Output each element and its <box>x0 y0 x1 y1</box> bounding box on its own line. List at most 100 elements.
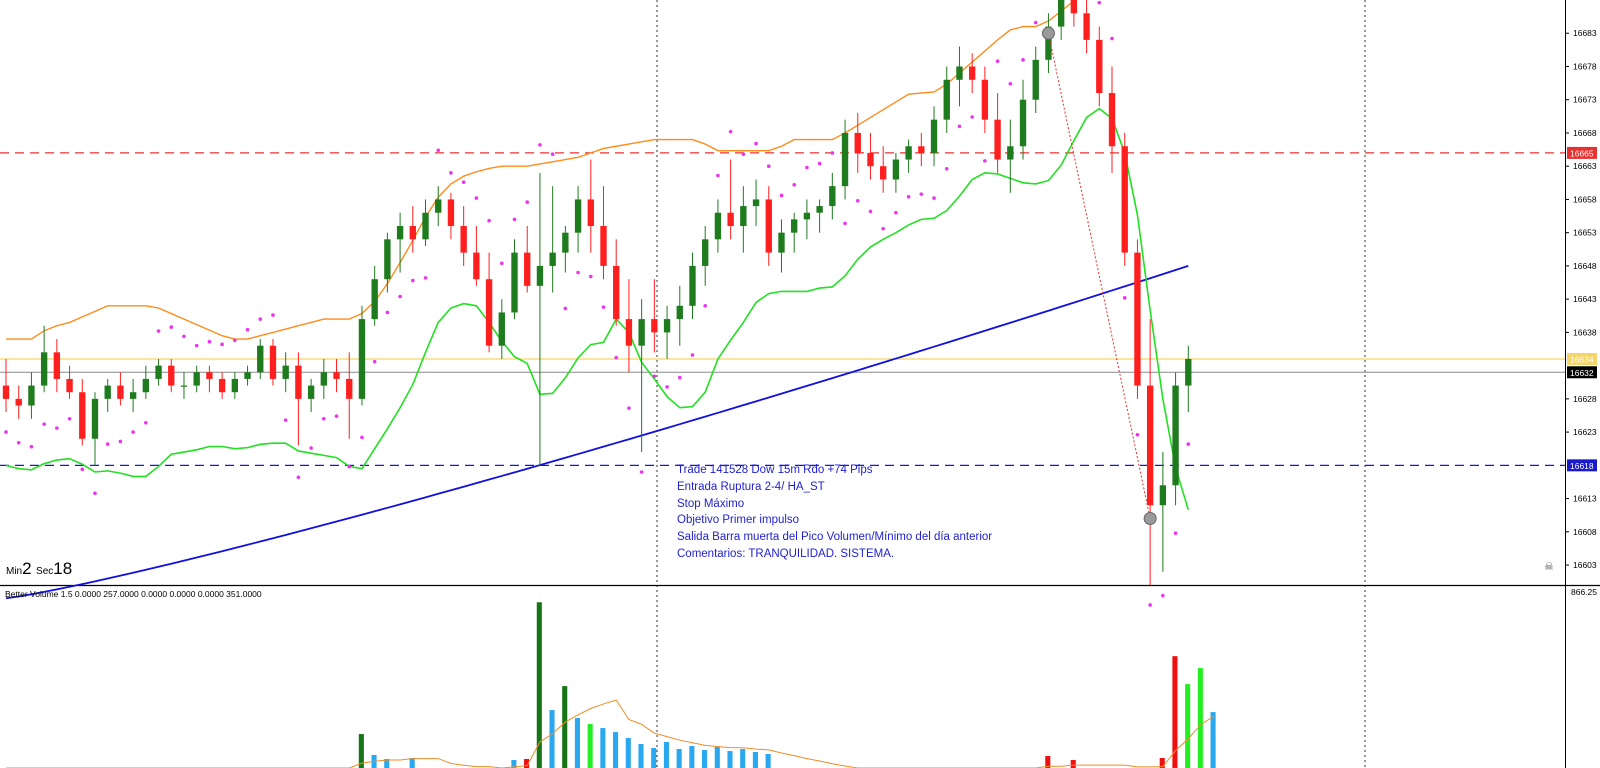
candle-body <box>53 352 61 379</box>
volume-bar <box>613 732 619 768</box>
price-tag <box>1567 146 1597 159</box>
candle-body <box>765 199 772 253</box>
sar-dot <box>1008 81 1013 86</box>
candle-body <box>803 212 811 220</box>
annotation-line: Entrada Ruptura 2-4/ HA_ST <box>677 480 825 493</box>
candle-body <box>1159 485 1167 506</box>
sar-dot <box>601 305 606 309</box>
candle-body <box>1172 385 1179 486</box>
annotation-line: Salida Barra muerta del Pico Volumen/Mín… <box>677 531 993 544</box>
sar-dot <box>817 161 822 166</box>
sar-dot <box>245 327 250 332</box>
sar-dot <box>538 143 542 147</box>
sar-dot <box>360 435 364 440</box>
candle-body <box>244 372 251 379</box>
skull-icon[interactable]: ☠ <box>1544 560 1554 573</box>
sar-dot <box>1161 593 1165 598</box>
volume-bar <box>600 728 606 768</box>
candle-body <box>1121 146 1128 253</box>
candle-body <box>91 398 99 439</box>
candle-body <box>1070 0 1078 14</box>
candle-body <box>1146 385 1154 506</box>
volume-bar <box>1197 668 1203 768</box>
candle-body <box>613 265 620 320</box>
sar-dot <box>80 467 85 472</box>
sar-dot <box>855 198 860 203</box>
volume-bar <box>1045 756 1051 768</box>
volume-bar <box>689 746 695 768</box>
candle-body <box>1057 0 1065 27</box>
sar-dot <box>881 226 885 231</box>
candle-body <box>968 66 976 80</box>
tick-label: 16643 <box>1573 294 1597 304</box>
sar-dot <box>372 359 377 364</box>
trade-markers <box>1041 26 1157 526</box>
volume-bar <box>511 760 517 768</box>
candle-body <box>66 378 73 393</box>
tick-label: 16613 <box>1573 494 1597 504</box>
candle-body <box>409 226 416 240</box>
sar-dot <box>588 274 593 279</box>
candle-body <box>15 398 22 406</box>
candle-body <box>1134 252 1141 386</box>
sar-dot <box>144 420 148 425</box>
candle-body <box>905 146 912 160</box>
candle-body <box>1096 39 1103 94</box>
candle-body <box>600 226 607 266</box>
candle-body <box>180 385 188 387</box>
sar-dot <box>665 385 669 389</box>
indicator-title: Better Volume 1.5 0.0000 257.0000 0.0000… <box>5 589 262 599</box>
sar-dot <box>182 334 186 339</box>
trade-annotation: Trade 141528 Dow 15m Rdo +74 Pips Entrad… <box>677 462 992 563</box>
volume-bar <box>714 747 720 768</box>
sar-dot <box>4 430 8 434</box>
price-axis: 16683 16678 16673 16668 16663 16658 16653 16648… <box>1565 28 1597 597</box>
sar-dot <box>792 183 796 187</box>
volume-bar <box>676 749 682 768</box>
candle-body <box>1032 59 1039 100</box>
candle-body <box>930 119 938 153</box>
candle-body <box>295 365 302 399</box>
volume-bar <box>384 759 390 768</box>
sar-dot <box>741 152 746 157</box>
sar-dot <box>779 193 784 198</box>
sar-dot <box>805 165 809 170</box>
candle-body <box>384 239 391 280</box>
sar-dot <box>1173 531 1178 535</box>
volume-bar <box>702 750 708 768</box>
candle-body <box>2 385 10 399</box>
price-tag <box>1567 366 1597 379</box>
sar-dot <box>93 491 97 496</box>
candle-body <box>778 232 785 253</box>
sar-dot <box>334 414 339 418</box>
indicator-lines <box>5 0 1190 600</box>
candle-body <box>307 385 315 399</box>
sar-dot <box>525 200 530 204</box>
sar-dot <box>677 375 682 380</box>
tick-label: 16683 <box>1573 28 1597 38</box>
sar-dot <box>271 313 275 317</box>
candle-body <box>40 352 48 386</box>
tick-label: 16623 <box>1573 427 1597 437</box>
candle-body <box>396 226 404 240</box>
annotation-line: Objetivo Primer impulso <box>677 514 800 527</box>
sar-dot <box>1110 36 1114 41</box>
sar-dot <box>461 180 466 184</box>
candle-body <box>435 199 442 213</box>
candle-body <box>168 365 175 386</box>
sar-dot <box>474 196 479 200</box>
sar-dot <box>322 417 326 421</box>
sar-dot <box>970 115 974 119</box>
sar-dot <box>67 417 72 421</box>
sar-dot <box>207 339 212 344</box>
sar-dot <box>716 173 720 178</box>
volume-bar <box>358 734 364 768</box>
candle-body <box>129 392 137 399</box>
candle-body <box>1007 146 1014 160</box>
candle-body <box>841 132 849 187</box>
sar-dot <box>1148 603 1152 607</box>
volume-bar <box>625 738 631 768</box>
sar-dot <box>118 439 123 444</box>
candle-body <box>625 319 633 346</box>
